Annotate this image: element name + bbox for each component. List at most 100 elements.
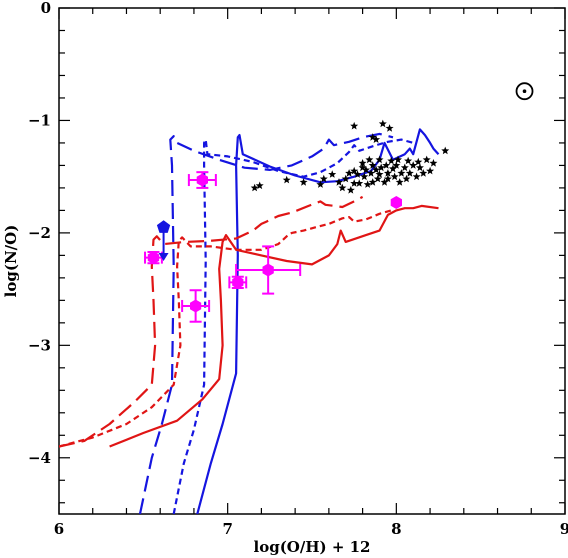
- star-point: [419, 169, 428, 177]
- star-point: [395, 178, 404, 186]
- red-model-short-dash: [59, 209, 392, 448]
- star-point: [368, 161, 377, 169]
- star-point: [414, 157, 423, 166]
- star-point: [373, 174, 382, 183]
- star-point: [358, 163, 367, 172]
- sun-dot: [522, 89, 527, 94]
- star-point: [368, 133, 377, 141]
- magenta-point: [187, 171, 217, 189]
- star-point: [372, 135, 381, 143]
- star-point: [350, 166, 359, 175]
- star-point: [282, 175, 291, 184]
- star-point: [378, 119, 387, 128]
- plot-frame: [58, 7, 566, 515]
- star-point: [375, 155, 384, 164]
- star-point: [338, 183, 347, 192]
- x-tick-label: 9: [560, 520, 568, 538]
- red-model-solid: [109, 204, 439, 448]
- star-point: [372, 165, 381, 174]
- star-point: [402, 174, 411, 183]
- star-point: [382, 161, 391, 169]
- star-point: [426, 166, 435, 175]
- star-point: [422, 155, 431, 164]
- x-tick-label: 8: [391, 520, 401, 538]
- star-point: [389, 164, 397, 173]
- blue-model-short-dash: [172, 138, 414, 514]
- star-point: [358, 159, 367, 167]
- series-layer: [59, 128, 440, 514]
- magenta-point: [228, 275, 248, 289]
- star-point: [250, 183, 259, 192]
- x-axis-label: log(O/H) + 12: [254, 538, 371, 556]
- star-point: [346, 186, 355, 194]
- star-point: [365, 155, 374, 164]
- star-point: [335, 178, 343, 186]
- magenta-point: [144, 251, 163, 265]
- star-point: [355, 179, 364, 187]
- star-point: [416, 163, 424, 172]
- x-tick-label: 6: [54, 520, 64, 538]
- star-point: [328, 170, 337, 178]
- magenta-marker: [390, 196, 402, 209]
- star-point: [400, 163, 409, 172]
- star-point: [255, 181, 264, 190]
- y-axis-label: log(N/O): [2, 225, 20, 298]
- star-point: [429, 159, 438, 167]
- star-point: [350, 121, 359, 130]
- upper-limit-point: [156, 220, 171, 261]
- star-point: [319, 174, 328, 183]
- y-tick-label: −4: [28, 449, 51, 467]
- blue-model-long-dash: [138, 132, 394, 514]
- star-point: [375, 170, 384, 178]
- x-tick-label: 7: [222, 520, 232, 538]
- star-point: [362, 165, 370, 174]
- star-point: [360, 172, 369, 181]
- star-point: [404, 156, 413, 165]
- star-point: [383, 174, 392, 183]
- magenta-point: [390, 196, 402, 209]
- star-point: [383, 169, 392, 177]
- sun-ring: [515, 82, 534, 101]
- star-point: [405, 169, 414, 177]
- axis-tick-labels: 6 7 8 9 0 −1 −2 −3 −4: [28, 0, 568, 538]
- star-point: [353, 170, 362, 178]
- marker-layer: [144, 119, 450, 323]
- red-model-long-dash: [59, 195, 364, 448]
- star-point: [341, 174, 350, 183]
- star-point: [441, 146, 450, 155]
- star-point: [368, 178, 377, 186]
- blue-model-solid: [196, 128, 440, 514]
- star-point: [392, 161, 401, 169]
- star-point: [367, 169, 375, 177]
- axis-ticks: [58, 7, 566, 514]
- star-point: [387, 156, 396, 165]
- star-point: [345, 169, 354, 177]
- y-tick-label: −1: [28, 111, 51, 129]
- magenta-marker: [232, 275, 244, 289]
- magenta-point: [235, 245, 302, 295]
- star-point: [409, 161, 418, 169]
- y-tick-label: −2: [28, 224, 51, 242]
- star-point: [316, 180, 325, 188]
- star-point: [350, 179, 359, 187]
- y-tick-label: −3: [28, 336, 51, 354]
- blue-pentagon-marker: [156, 220, 171, 233]
- y-tick-label: 0: [41, 0, 51, 17]
- magenta-point: [181, 289, 211, 323]
- star-point: [397, 169, 406, 177]
- magenta-marker: [190, 299, 202, 313]
- magenta-marker: [147, 251, 160, 265]
- star-point: [385, 124, 394, 132]
- star-point: [394, 155, 402, 164]
- star-point: [412, 172, 421, 181]
- star-point: [299, 178, 308, 186]
- magenta-marker: [262, 263, 274, 277]
- upper-limit-arrow-head: [158, 253, 169, 261]
- star-point: [363, 180, 372, 188]
- star-point: [380, 178, 389, 186]
- sun-symbol-icon: [515, 82, 534, 101]
- star-point: [377, 163, 386, 172]
- magenta-marker: [196, 173, 208, 187]
- star-point: [390, 172, 399, 181]
